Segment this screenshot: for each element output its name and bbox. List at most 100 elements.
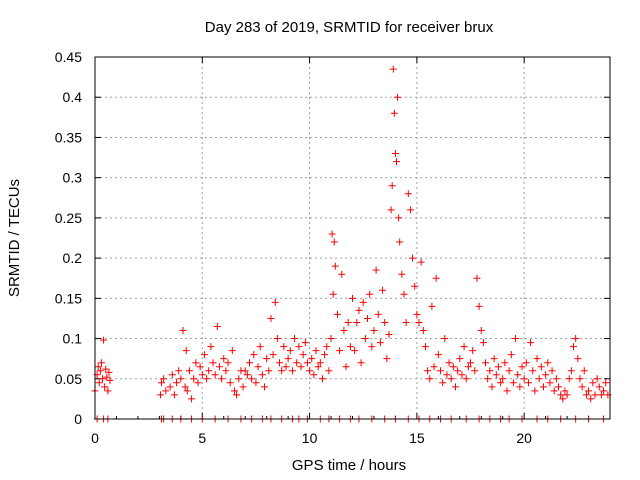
data-point	[419, 327, 427, 335]
data-points	[91, 65, 612, 423]
data-point	[310, 371, 318, 379]
data-point	[295, 343, 303, 351]
data-point	[374, 310, 382, 318]
data-point	[267, 314, 275, 322]
data-point	[336, 347, 344, 355]
data-point	[297, 363, 305, 371]
data-point	[353, 318, 361, 326]
data-point	[484, 375, 492, 383]
data-point	[183, 387, 191, 395]
tick-labels: 0 0.05 0.1 0.15 0.2 0.25 0.3 0.35 0.4 0.45 0 5 10 15 2…	[55, 49, 532, 446]
data-point	[522, 359, 530, 367]
data-point	[162, 387, 170, 395]
axis-ticks	[94, 56, 611, 420]
data-point	[469, 347, 477, 355]
data-point	[196, 363, 204, 371]
data-point	[527, 339, 535, 347]
data-point	[235, 375, 243, 383]
data-point	[572, 335, 580, 343]
data-point	[505, 367, 513, 375]
data-point	[460, 343, 468, 351]
data-point	[243, 371, 251, 379]
data-point	[392, 158, 400, 166]
data-point	[325, 367, 333, 375]
data-point	[357, 359, 365, 367]
data-point	[593, 375, 601, 383]
data-point	[432, 274, 440, 282]
grid-lines	[95, 57, 610, 419]
data-point	[376, 339, 384, 347]
data-point	[190, 375, 198, 383]
data-point	[548, 367, 556, 375]
data-point	[276, 359, 284, 367]
data-point	[597, 391, 605, 399]
data-point	[467, 359, 475, 367]
data-point	[518, 363, 526, 371]
data-point	[286, 347, 294, 355]
data-point	[428, 302, 436, 310]
plot-frame	[94, 56, 611, 420]
data-point	[329, 290, 337, 298]
data-point	[241, 367, 249, 375]
data-point	[542, 371, 550, 379]
data-point	[400, 290, 408, 298]
data-point	[349, 294, 356, 302]
y-tick-label: 0.05	[55, 371, 82, 387]
data-point	[179, 327, 187, 335]
data-point	[303, 359, 311, 367]
data-point	[99, 375, 107, 383]
y-tick-label: 0.45	[55, 49, 82, 65]
data-point	[388, 182, 396, 190]
data-point	[250, 351, 258, 359]
data-point	[370, 327, 378, 335]
data-point	[246, 359, 253, 367]
data-point	[492, 371, 500, 379]
data-point	[218, 375, 226, 383]
data-point	[464, 363, 472, 371]
data-point	[328, 230, 336, 238]
data-point	[261, 383, 269, 391]
data-point	[512, 335, 520, 343]
data-point	[263, 355, 271, 363]
data-point	[233, 391, 241, 399]
data-point	[359, 298, 367, 306]
data-point	[254, 363, 262, 371]
data-point	[539, 383, 547, 391]
data-point	[192, 359, 200, 367]
data-point	[222, 367, 230, 375]
data-point	[177, 375, 185, 383]
data-point	[559, 395, 567, 403]
data-point	[535, 375, 543, 383]
data-point	[443, 371, 451, 379]
data-point	[280, 343, 288, 351]
data-point	[248, 375, 256, 383]
data-point	[100, 336, 108, 344]
data-point	[170, 391, 178, 399]
data-point	[473, 274, 481, 282]
data-point	[595, 383, 603, 391]
data-point	[271, 298, 279, 306]
data-point	[582, 391, 590, 399]
data-point	[102, 365, 110, 373]
data-point	[94, 363, 102, 371]
data-point	[168, 371, 176, 379]
data-point	[308, 355, 316, 363]
data-point	[576, 375, 584, 383]
data-point	[106, 376, 114, 384]
data-point	[501, 359, 509, 367]
data-point	[452, 383, 459, 391]
data-point	[602, 379, 610, 387]
data-point	[589, 379, 597, 387]
data-point	[306, 367, 314, 375]
data-point	[456, 355, 464, 363]
x-tick-label: 5	[198, 430, 206, 446]
data-point	[509, 379, 517, 387]
data-point	[213, 322, 221, 330]
data-point	[462, 375, 470, 383]
y-tick-label: 0.3	[63, 170, 83, 186]
data-point	[479, 339, 487, 347]
data-point	[265, 367, 273, 375]
data-point	[209, 359, 217, 367]
data-point	[156, 391, 164, 399]
data-point	[226, 379, 234, 387]
